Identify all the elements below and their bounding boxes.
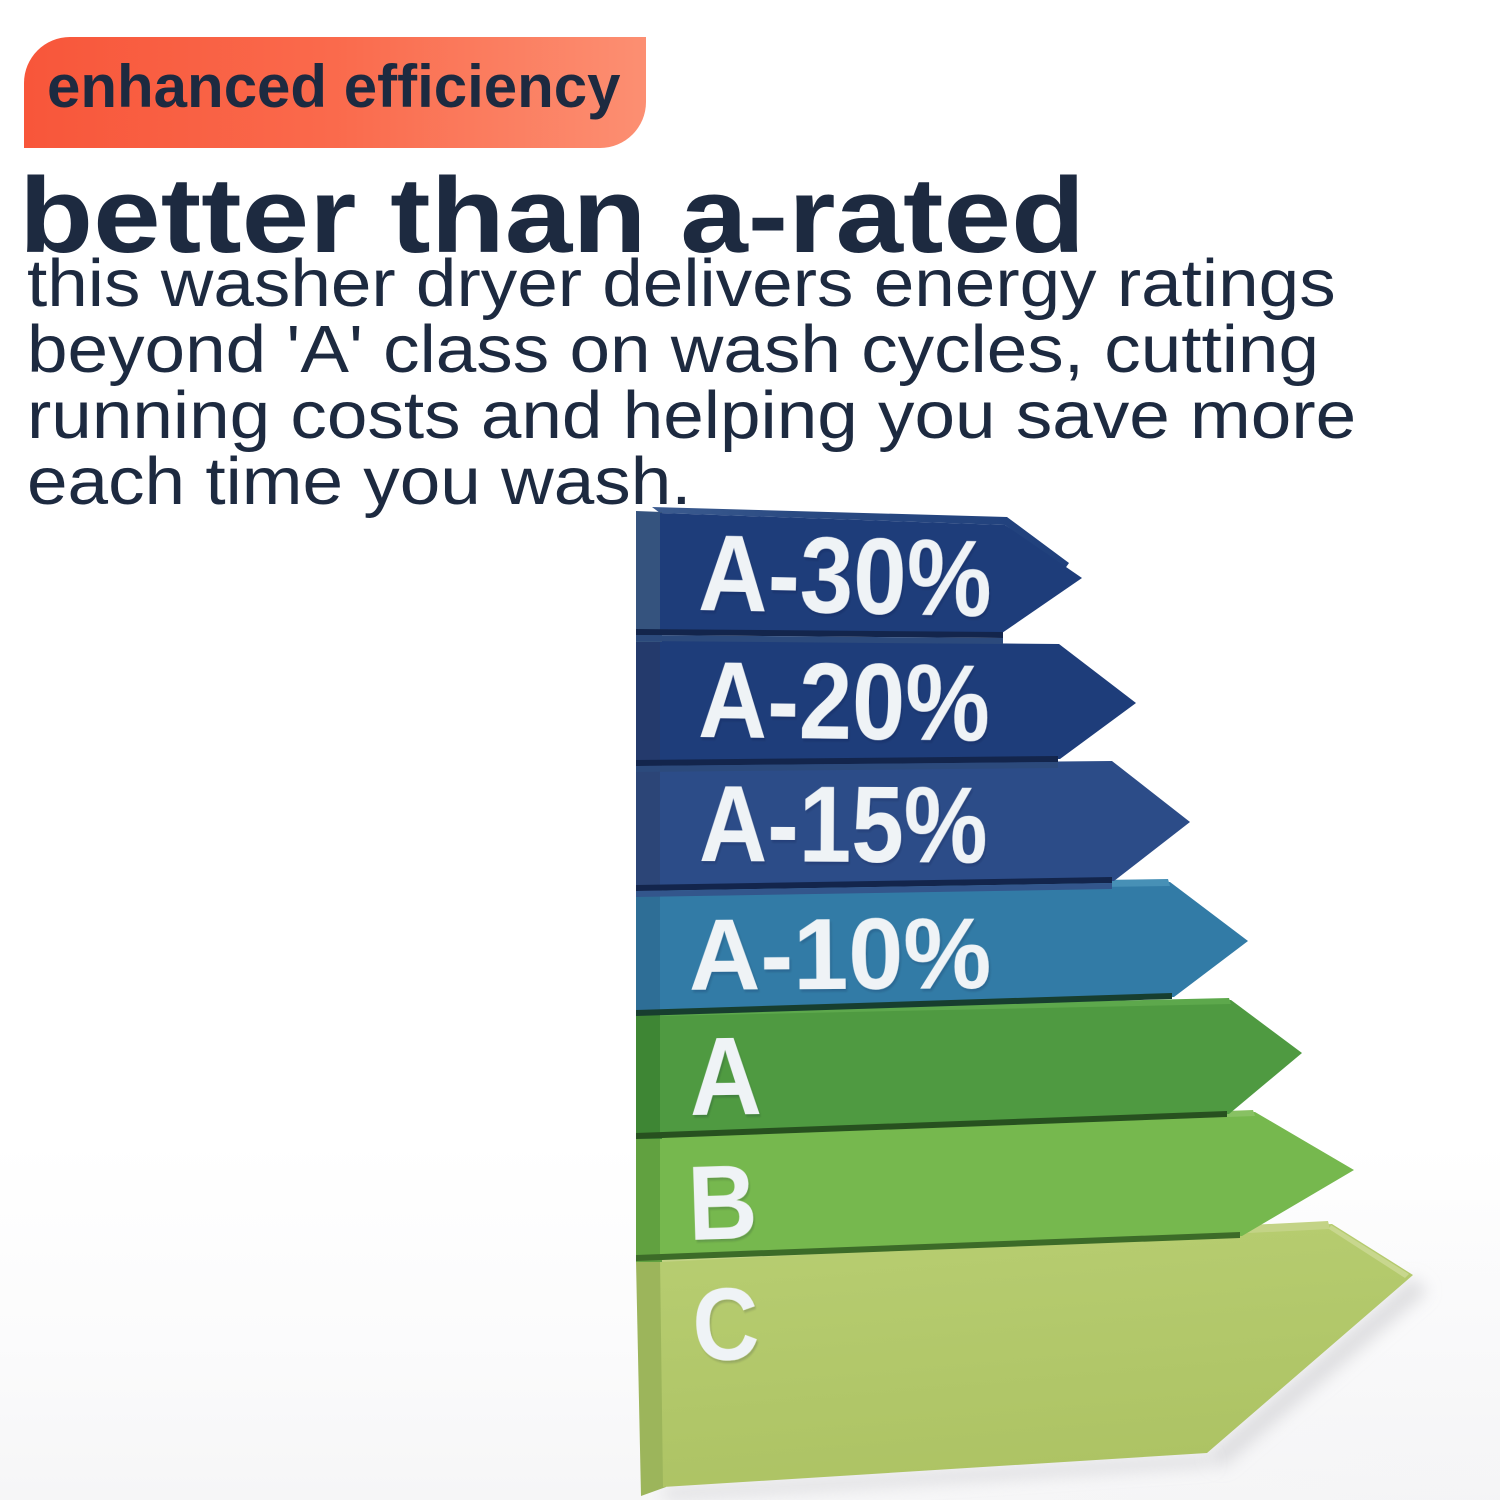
svg-text:A-30%: A-30% xyxy=(698,511,994,639)
svg-text:B: B xyxy=(686,1142,759,1263)
svg-text:A-15%: A-15% xyxy=(699,763,988,886)
svg-text:A: A xyxy=(689,1014,763,1139)
svg-text:A-20%: A-20% xyxy=(698,638,991,764)
svg-text:A-10%: A-10% xyxy=(688,897,991,1012)
svg-text:C: C xyxy=(690,1265,761,1383)
